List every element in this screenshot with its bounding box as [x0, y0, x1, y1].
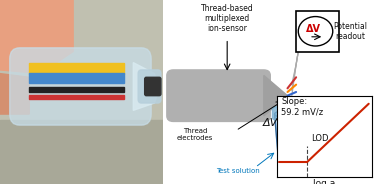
- Bar: [29, 95, 124, 99]
- FancyBboxPatch shape: [296, 11, 339, 52]
- Polygon shape: [264, 75, 288, 116]
- Text: Thread
electrodes: Thread electrodes: [177, 128, 213, 141]
- Polygon shape: [0, 74, 29, 114]
- Text: ΔV: ΔV: [263, 118, 278, 128]
- FancyBboxPatch shape: [167, 70, 270, 121]
- Polygon shape: [274, 114, 301, 177]
- FancyBboxPatch shape: [145, 77, 161, 96]
- Circle shape: [298, 17, 333, 46]
- Text: Slope:
59.2 mV/z: Slope: 59.2 mV/z: [282, 97, 324, 117]
- Bar: [0, 120, 163, 184]
- FancyBboxPatch shape: [273, 107, 302, 120]
- Text: Thread-based
multiplexed
ion-sensor: Thread-based multiplexed ion-sensor: [201, 4, 254, 33]
- Text: ΔV: ΔV: [306, 24, 321, 34]
- Bar: [29, 63, 124, 74]
- X-axis label: log a: log a: [313, 179, 335, 184]
- FancyBboxPatch shape: [10, 48, 151, 125]
- Text: Potential
readout: Potential readout: [333, 22, 367, 41]
- Text: LOD: LOD: [311, 134, 328, 143]
- FancyBboxPatch shape: [138, 70, 161, 103]
- Bar: [0, 0, 163, 120]
- Ellipse shape: [274, 110, 301, 118]
- Text: Test solution: Test solution: [216, 168, 260, 174]
- Polygon shape: [0, 0, 73, 74]
- Bar: [29, 73, 124, 83]
- Polygon shape: [133, 63, 159, 110]
- Bar: [29, 87, 124, 92]
